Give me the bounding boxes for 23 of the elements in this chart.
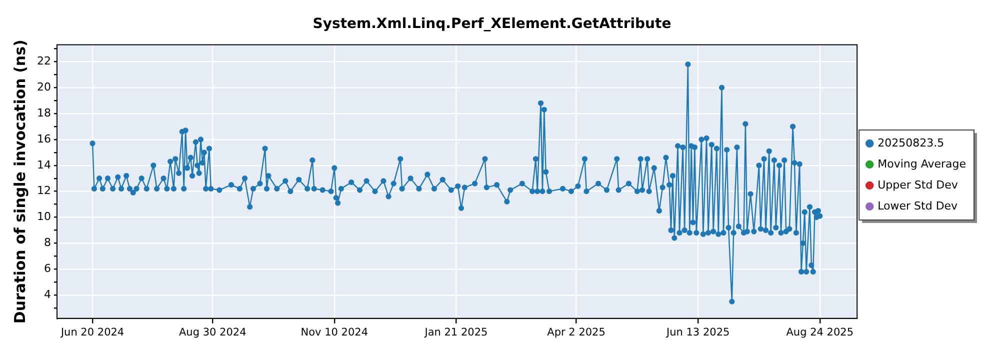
x-tick-label: Jun 13 2025 [666, 326, 730, 338]
y-tick-label: 4 [44, 288, 51, 301]
y-tick-label: 8 [44, 236, 51, 250]
chart-title: System.Xml.Linq.Perf_XElement.GetAttribute [312, 16, 672, 32]
y-tick-label: 14 [36, 158, 51, 172]
legend-label: Moving Average [878, 157, 966, 170]
legend-label: Upper Std Dev [878, 178, 958, 192]
legend-label: 20250823.5 [878, 136, 944, 150]
x-tick-label: Aug 30 2024 [178, 326, 247, 338]
y-tick-label: 6 [44, 262, 51, 275]
legend-label: Lower Std Dev [878, 199, 958, 212]
y-tick-label: 20 [36, 80, 51, 94]
y-tick-label: 18 [36, 106, 51, 120]
x-tick-label: Jun 20 2024 [60, 326, 124, 338]
y-tick-label: 16 [36, 132, 51, 146]
x-tick-label: Apr 2 2025 [547, 326, 606, 338]
x-tick-label: Jan 21 2025 [424, 326, 488, 338]
x-tick-label: Aug 24 2025 [786, 326, 854, 338]
y-tick-label: 12 [36, 184, 51, 198]
y-tick-label: 10 [36, 210, 51, 224]
y-tick-label: 22 [36, 54, 51, 68]
x-tick-label: Nov 10 2024 [300, 326, 368, 338]
y-axis-title: Duration of single invocation (ns) [10, 40, 29, 324]
